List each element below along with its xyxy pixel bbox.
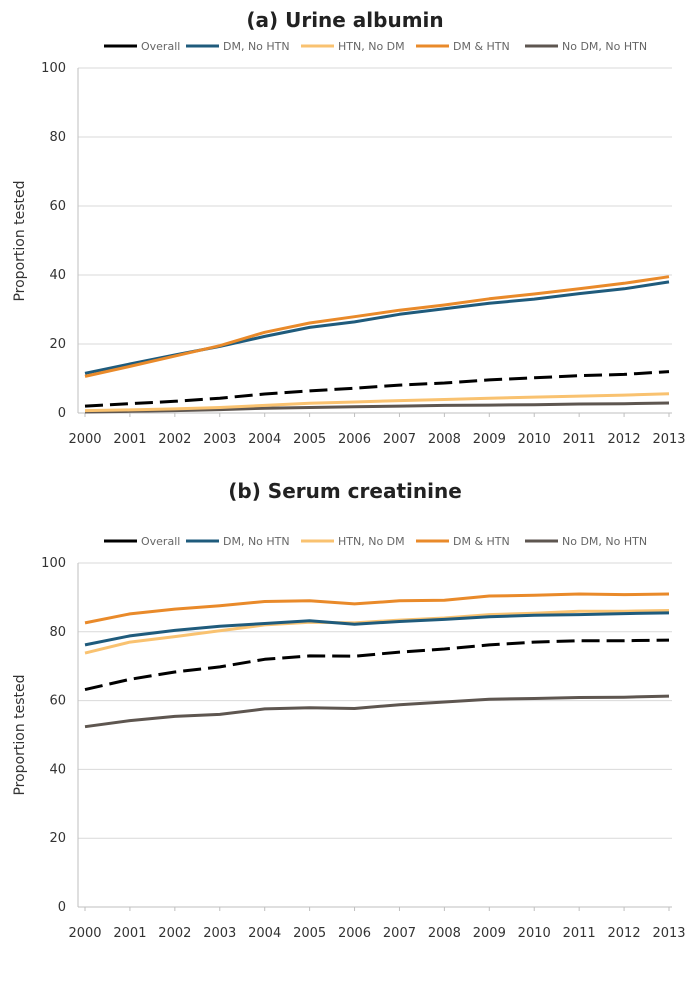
x-tick-label: 2007 bbox=[383, 926, 416, 941]
legend-item-no-dm-no-htn: No DM, No HTN bbox=[525, 535, 647, 548]
x-tick-label: 2008 bbox=[428, 926, 461, 941]
x-tick-label: 2000 bbox=[68, 926, 101, 941]
legend-item-htn-no-dm: HTN, No DM bbox=[301, 40, 405, 53]
x-tick-label: 2011 bbox=[563, 432, 596, 447]
x-tick-label: 2006 bbox=[338, 926, 371, 941]
legend-label: DM & HTN bbox=[453, 535, 510, 548]
x-tick-label: 2002 bbox=[158, 926, 191, 941]
series-line-dm-no-htn bbox=[84, 611, 670, 647]
x-tick-label: 2006 bbox=[338, 432, 371, 447]
legend-item-dm-no-htn: DM, No HTN bbox=[186, 40, 290, 53]
series-line-overall bbox=[84, 638, 670, 692]
legend-item-dm-htn: DM & HTN bbox=[416, 535, 510, 548]
legend-item-htn-no-dm: HTN, No DM bbox=[301, 535, 405, 548]
series-line-no-dm-no-htn bbox=[84, 694, 670, 729]
x-tick-label: 2013 bbox=[652, 926, 685, 941]
x-tick-label: 2003 bbox=[203, 432, 236, 447]
x-tick-label: 2010 bbox=[518, 926, 551, 941]
y-tick-label: 20 bbox=[49, 337, 66, 352]
y-tick-label: 80 bbox=[49, 130, 66, 145]
x-tick-label: 2012 bbox=[608, 926, 641, 941]
series-line-no-dm-no-htn bbox=[84, 401, 670, 414]
legend-item-overall: Overall bbox=[104, 535, 180, 548]
x-tick-label: 2011 bbox=[563, 926, 596, 941]
x-tick-label: 2003 bbox=[203, 926, 236, 941]
legend-label: DM, No HTN bbox=[223, 535, 290, 548]
chart-title: (b) Serum creatinine bbox=[228, 479, 462, 503]
series-line-overall bbox=[84, 370, 670, 408]
legend-item-no-dm-no-htn: No DM, No HTN bbox=[525, 40, 647, 53]
y-axis-label: Proportion tested bbox=[12, 180, 28, 301]
x-tick-label: 2010 bbox=[518, 432, 551, 447]
x-tick-label: 2002 bbox=[158, 432, 191, 447]
x-tick-label: 2007 bbox=[383, 432, 416, 447]
y-tick-label: 0 bbox=[58, 406, 66, 421]
legend-label: Overall bbox=[141, 40, 180, 53]
y-tick-label: 60 bbox=[49, 199, 66, 214]
x-tick-label: 2008 bbox=[428, 432, 461, 447]
legend-item-dm-htn: DM & HTN bbox=[416, 40, 510, 53]
y-tick-label: 100 bbox=[41, 61, 66, 76]
x-tick-label: 2000 bbox=[68, 432, 101, 447]
y-tick-label: 100 bbox=[41, 556, 66, 571]
x-tick-label: 2001 bbox=[113, 432, 146, 447]
chart-title: (a) Urine albumin bbox=[246, 8, 443, 32]
x-tick-label: 2012 bbox=[608, 432, 641, 447]
chart-urine-albumin: (a) Urine albumin Overall DM, No HTN HTN, N… bbox=[12, 8, 686, 447]
series-line-dm-no-htn bbox=[84, 280, 670, 375]
series-line-dm-htn bbox=[84, 275, 670, 378]
x-tick-label: 2013 bbox=[652, 432, 685, 447]
y-tick-label: 40 bbox=[49, 762, 66, 777]
legend-label: No DM, No HTN bbox=[562, 40, 647, 53]
x-tick-label: 2004 bbox=[248, 432, 281, 447]
legend-label: No DM, No HTN bbox=[562, 535, 647, 548]
x-tick-label: 2005 bbox=[293, 432, 326, 447]
x-tick-label: 2004 bbox=[248, 926, 281, 941]
y-axis-label: Proportion tested bbox=[12, 674, 28, 795]
legend-item-overall: Overall bbox=[104, 40, 180, 53]
y-tick-label: 80 bbox=[49, 625, 66, 640]
y-tick-label: 40 bbox=[49, 268, 66, 283]
legend-label: DM, No HTN bbox=[223, 40, 290, 53]
y-tick-label: 60 bbox=[49, 694, 66, 709]
legend-label: HTN, No DM bbox=[338, 535, 405, 548]
series-line-htn-no-dm bbox=[84, 392, 670, 413]
x-tick-label: 2005 bbox=[293, 926, 326, 941]
x-tick-label: 2001 bbox=[113, 926, 146, 941]
x-tick-label: 2009 bbox=[473, 926, 506, 941]
chart-serum-creatinine: (b) Serum creatinine Overall DM, No HTN HTN… bbox=[12, 479, 686, 941]
legend-label: Overall bbox=[141, 535, 180, 548]
legend-label: HTN, No DM bbox=[338, 40, 405, 53]
series-line-dm-htn bbox=[84, 592, 670, 625]
y-tick-label: 0 bbox=[58, 900, 66, 915]
x-tick-label: 2009 bbox=[473, 432, 506, 447]
legend-label: DM & HTN bbox=[453, 40, 510, 53]
y-tick-label: 20 bbox=[49, 831, 66, 846]
legend-item-dm-no-htn: DM, No HTN bbox=[186, 535, 290, 548]
